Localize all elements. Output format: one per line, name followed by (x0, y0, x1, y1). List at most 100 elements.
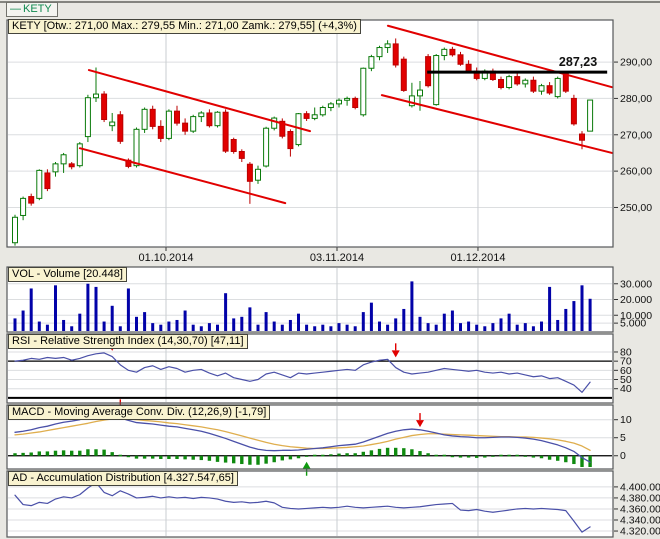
candle-body (271, 117, 278, 129)
volume-bar (199, 326, 203, 331)
volume-bar (167, 321, 171, 331)
volume-bar (45, 324, 49, 331)
y-axis-label: 260,00 (620, 166, 652, 178)
macd-histogram-bar (402, 448, 406, 456)
candle-body (368, 56, 375, 69)
macd-histogram-bar (142, 455, 147, 459)
y-axis-label: 280,00 (620, 93, 652, 105)
volume-bar (126, 288, 130, 331)
series-legend-chip[interactable]: — KETY (6, 2, 58, 17)
volume-bar (483, 326, 487, 331)
volume-bar (29, 288, 33, 331)
candle-body (344, 97, 351, 101)
candle-body (52, 163, 59, 173)
volume-bar (329, 326, 333, 331)
macd-histogram-bar (223, 455, 228, 463)
macd-histogram-bar (321, 454, 325, 457)
candle-body (68, 163, 75, 168)
x-axis-date-label: 01.10.2014 (138, 252, 193, 264)
macd-histogram-bar (345, 453, 349, 456)
y-axis-label: 20.000 (620, 294, 652, 306)
volume-bar (21, 310, 25, 331)
y-axis-label: 4.360.000 (620, 503, 660, 515)
signal-marker-down-icon (416, 420, 424, 428)
volume-bar (548, 286, 552, 331)
candle-body (514, 76, 521, 85)
y-axis-label: 0 (620, 450, 626, 462)
macd-histogram-bar (94, 449, 98, 456)
volume-bar (37, 321, 41, 331)
trendline (78, 147, 287, 205)
macd-histogram-bar (475, 455, 479, 458)
volume-bar (256, 324, 260, 331)
candle-body (190, 116, 197, 132)
volume-bar (110, 305, 114, 331)
candle-body (465, 63, 472, 72)
macd-histogram-bar (86, 449, 90, 456)
ad-line (14, 481, 591, 533)
macd-histogram-bar (21, 452, 25, 456)
volume-bar (288, 319, 292, 331)
candle-body (587, 99, 594, 132)
candle-body (408, 95, 415, 107)
volume-bar (321, 324, 325, 331)
candle-body (522, 79, 529, 85)
volume-bar (467, 321, 471, 331)
candle-body (133, 128, 140, 167)
rsi-title-box: RSI - Relative Strength Index (14,30,70)… (8, 334, 248, 349)
volume-bar (499, 318, 503, 331)
macd-histogram-bar (369, 450, 374, 456)
y-axis-label: 50 (620, 374, 632, 386)
ad-title-box: AD - Accumulation Distribution [4.327.54… (8, 471, 238, 486)
x-axis-date-label: 01.12.2014 (450, 252, 505, 264)
macd-histogram-bar (458, 455, 463, 458)
candle-body (149, 108, 156, 127)
volume-bar (402, 308, 406, 331)
candle-body (279, 120, 286, 137)
volume-bar (410, 281, 414, 331)
candle-body (246, 163, 253, 182)
macd-histogram-bar (466, 455, 471, 458)
macd-histogram-bar (442, 454, 446, 457)
volume-bar (361, 312, 365, 331)
volume-title-box: VOL - Volume [20.448] (8, 267, 127, 282)
macd-histogram-bar (215, 455, 220, 462)
macd-histogram-bar (337, 453, 341, 456)
macd-histogram-bar (385, 447, 390, 456)
candle-body (182, 122, 189, 132)
volume-bar (515, 324, 519, 331)
volume-bar (313, 326, 317, 331)
y-axis-label: 80 (620, 346, 632, 358)
candle-body (230, 138, 237, 152)
macd-histogram-bar (167, 455, 171, 459)
price-panel (7, 20, 613, 247)
macd-histogram-bar (507, 454, 511, 457)
candle-body (117, 114, 124, 142)
volume-bar (556, 319, 560, 331)
macd-histogram-bar (361, 451, 365, 456)
macd-histogram-bar (531, 455, 536, 458)
macd-histogram-bar (78, 450, 82, 456)
y-axis-label: 5 (620, 432, 626, 444)
y-axis-label: 10 (620, 414, 632, 426)
candle-body (44, 172, 51, 190)
candle-body (141, 108, 148, 130)
macd-histogram-bar (499, 454, 503, 457)
volume-bar (175, 319, 179, 331)
macd-histogram-bar (232, 455, 236, 464)
macd-histogram-bar (240, 455, 244, 465)
candle-body (441, 48, 448, 57)
volume-bar (580, 285, 584, 331)
volume-bar (491, 323, 495, 331)
candle-body (546, 85, 553, 94)
volume-bar (394, 318, 398, 331)
y-axis-label: 4.320.000 (620, 526, 660, 538)
volume-bar (240, 316, 244, 331)
signal-marker-up-icon (302, 461, 311, 469)
macd-histogram-bar (264, 455, 268, 464)
y-axis-label: 270,00 (620, 129, 652, 141)
y-axis-label: 60 (620, 365, 632, 377)
volume-bar (386, 324, 390, 331)
candle-body (263, 127, 270, 167)
